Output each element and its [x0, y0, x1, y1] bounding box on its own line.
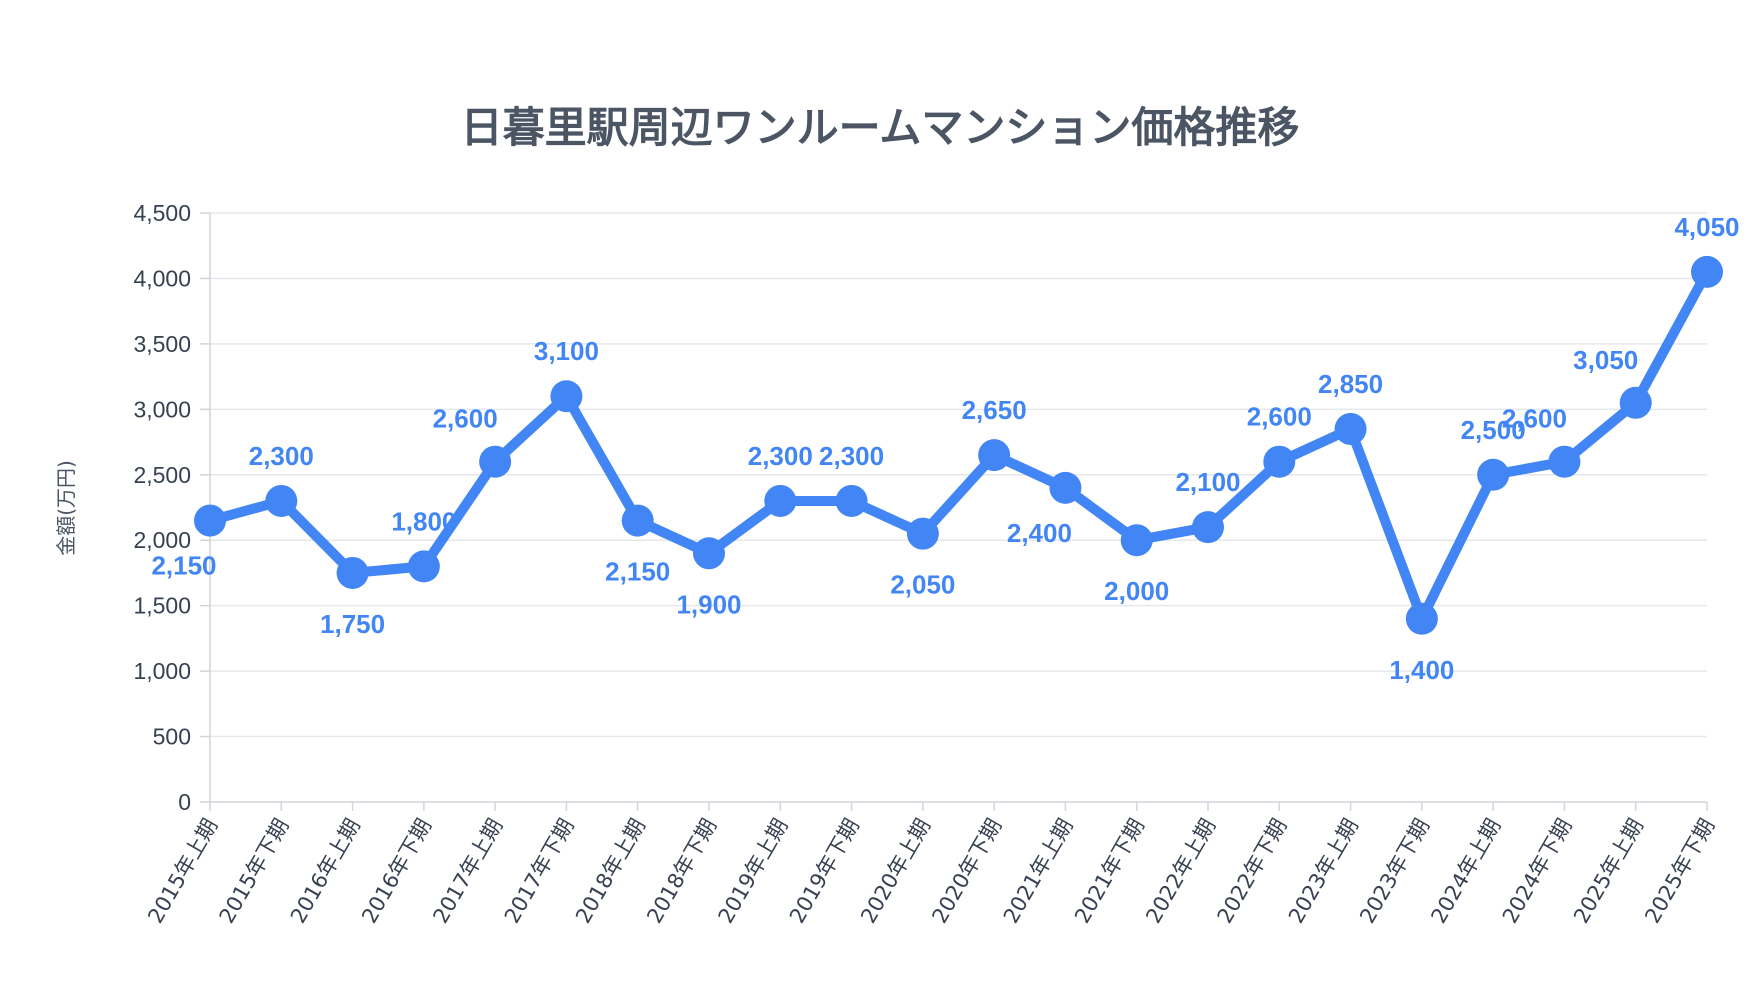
data-label: 2,050 [890, 570, 955, 600]
data-label: 2,300 [249, 441, 314, 471]
data-label: 2,100 [1175, 467, 1240, 497]
y-tick-label: 1,000 [133, 658, 191, 684]
y-tick-label: 3,000 [133, 396, 191, 422]
y-tick-label: 2,000 [133, 527, 191, 553]
data-point [764, 484, 797, 517]
y-tick-label: 2,500 [133, 462, 191, 488]
data-label: 2,150 [151, 551, 216, 581]
data-label: 2,850 [1318, 369, 1383, 399]
data-label: 2,150 [605, 557, 670, 587]
data-point [1548, 445, 1581, 478]
x-tick-label: 2022年上期 [1141, 815, 1220, 928]
x-tick-label: 2015年下期 [215, 815, 294, 928]
x-tick-label: 2018年上期 [571, 815, 650, 928]
data-label: 3,100 [534, 336, 599, 366]
data-label: 2,600 [1502, 404, 1567, 434]
data-point [265, 484, 298, 517]
data-label: 2,300 [748, 441, 813, 471]
y-tick-label: 4,000 [133, 265, 191, 291]
data-point [1334, 412, 1367, 445]
gridlines [210, 212, 1707, 738]
data-point [1263, 445, 1296, 478]
series-group [194, 255, 1723, 635]
y-tick-label: 4,500 [133, 200, 191, 226]
x-tick-label: 2016年上期 [286, 815, 365, 928]
x-tick-label: 2025年上期 [1569, 815, 1648, 928]
data-point [407, 550, 440, 583]
data-point [906, 517, 939, 550]
data-point [978, 439, 1011, 472]
data-point [621, 504, 654, 537]
data-label: 1,400 [1389, 655, 1454, 685]
data-point [1049, 471, 1082, 504]
data-point [1405, 602, 1438, 635]
data-point [1477, 458, 1510, 491]
data-point [835, 484, 868, 517]
x-tick-label: 2024年下期 [1498, 815, 1577, 928]
x-tick-label: 2022年下期 [1213, 815, 1292, 928]
data-label: 1,800 [391, 506, 456, 536]
x-tick-label: 2017年上期 [428, 815, 507, 928]
data-point [1192, 511, 1224, 544]
x-tick-label: 2019年下期 [785, 815, 864, 928]
data-label: 1,750 [320, 609, 385, 639]
x-tick-label: 2020年下期 [927, 815, 1006, 928]
y-tick-label: 500 [153, 724, 191, 750]
x-tick-label: 2023年下期 [1355, 815, 1434, 928]
x-tick-label: 2019年上期 [714, 815, 793, 928]
data-label: 4,050 [1674, 212, 1739, 242]
data-point [194, 504, 226, 537]
axes: 0 500 1,000 1,500 2,000 2,500 3,000 3,500 4,000 4… [133, 200, 1719, 927]
x-tick-label: 2023年上期 [1284, 815, 1363, 928]
data-point [479, 445, 512, 478]
data-label: 2,500 [1461, 415, 1526, 445]
data-label: 2,300 [819, 441, 884, 471]
y-tick-label: 1,500 [133, 593, 191, 619]
x-tick-label: 2015年上期 [143, 815, 222, 928]
data-label: 3,050 [1573, 345, 1638, 375]
data-point [1691, 255, 1723, 288]
data-label: 2,400 [1007, 518, 1072, 548]
data-point [550, 380, 583, 413]
x-tick-label: 2016年下期 [357, 815, 436, 928]
x-tick-label: 2017年下期 [500, 815, 579, 928]
y-tick-label: 0 [178, 789, 191, 815]
data-point [336, 556, 369, 589]
data-label: 2,600 [1247, 402, 1312, 432]
y-tick-label: 3,500 [133, 331, 191, 357]
x-tick-label: 2018年下期 [642, 815, 721, 928]
x-tick-label: 2021年下期 [1070, 815, 1149, 928]
chart-title: 日暮里駅周辺ワンルームマンション価格推移 [461, 103, 1300, 152]
x-tick-label: 2020年上期 [856, 815, 935, 928]
data-label: 2,650 [962, 395, 1027, 425]
data-label: 1,900 [676, 589, 741, 619]
x-tick-label: 2024年上期 [1426, 815, 1505, 928]
data-point [693, 537, 725, 570]
series-line [205, 266, 1712, 624]
x-tick-label: 2021年上期 [999, 815, 1078, 928]
data-label: 2,600 [433, 404, 498, 434]
x-tick-label: 2025年下期 [1640, 815, 1719, 928]
data-labels: 2,1502,3001,7501,8002,6003,1002,1501,900… [151, 212, 1739, 685]
data-point [1120, 524, 1153, 557]
y-axis-label: 金額(万円) [54, 460, 78, 556]
data-point [1619, 386, 1652, 419]
data-label: 2,000 [1104, 576, 1169, 606]
